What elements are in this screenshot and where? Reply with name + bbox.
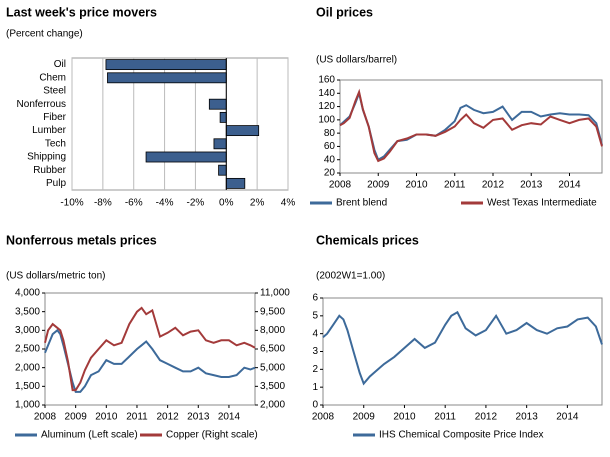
bar: [219, 111, 227, 123]
series-line: [44, 306, 256, 392]
chart-subtitle: (2002W1=1.00): [316, 271, 385, 282]
y2-tick-label: 9,500: [260, 306, 285, 317]
category-label: Rubber: [33, 165, 66, 176]
x-tick-label: 2014: [556, 412, 579, 423]
x-tick-label: 2010: [95, 412, 118, 423]
legend-label: Copper (Right scale): [166, 430, 258, 441]
plot-frame: [339, 79, 603, 174]
bar: [105, 59, 227, 71]
y-tick-label: 2,500: [15, 344, 40, 355]
x-tick-label: 2011: [444, 180, 466, 191]
x-tick-label: -8%: [94, 198, 112, 209]
legend-label: West Texas Intermediate: [487, 198, 597, 209]
y-tick-label: 140: [318, 88, 335, 99]
y-tick-label: 60: [324, 141, 336, 152]
bar: [218, 164, 227, 176]
y-tick-label: 120: [318, 101, 335, 112]
y-tick-label: 100: [318, 114, 335, 125]
y2-tick-label: 8,000: [260, 325, 285, 336]
category-label: Pulp: [46, 178, 66, 189]
y2-tick-label: 5,000: [260, 362, 285, 373]
chart-title: Oil prices: [316, 5, 373, 19]
chart-subtitle: (Percent change): [6, 29, 83, 40]
category-label: Nonferrous: [17, 99, 66, 110]
x-tick-label: 2013: [516, 412, 539, 423]
y-tick-label: 0: [312, 400, 318, 411]
category-label: Lumber: [32, 125, 67, 136]
y-tick-label: 1,000: [15, 400, 40, 411]
bar: [225, 125, 260, 137]
y-tick-label: 3,000: [15, 325, 40, 336]
legend-label: Brent blend: [336, 198, 387, 209]
x-tick-label: 2011: [434, 412, 456, 423]
x-tick-label: 2011: [126, 412, 148, 423]
chart-subtitle: (US dollars/metric ton): [6, 271, 105, 282]
y2-tick-label: 2,000: [260, 400, 285, 411]
category-label: Shipping: [27, 152, 66, 163]
y-tick-label: 5: [312, 310, 318, 321]
bar: [213, 138, 227, 150]
x-tick-label: 2012: [475, 412, 498, 423]
y-tick-label: 1,500: [15, 381, 40, 392]
x-tick-label: 2014: [558, 180, 581, 191]
x-tick-label: 0%: [219, 198, 234, 209]
x-tick-label: -2%: [187, 198, 205, 209]
plot-frame: [322, 297, 603, 406]
category-label: Tech: [45, 138, 66, 149]
bar: [225, 177, 246, 189]
x-tick-label: 2014: [218, 412, 241, 423]
y2-tick-label: 6,500: [260, 344, 285, 355]
y-tick-label: 6: [312, 293, 318, 304]
x-tick-label: 2009: [367, 180, 390, 191]
y2-tick-label: 3,500: [260, 381, 285, 392]
series-line: [322, 310, 603, 386]
y-tick-label: 160: [318, 75, 335, 86]
legend-label: Aluminum (Left scale): [41, 430, 138, 441]
x-tick-label: 4%: [281, 198, 296, 209]
x-tick-label: 2013: [187, 412, 210, 423]
chart-title: Chemicals prices: [316, 233, 419, 247]
category-label: Oil: [54, 59, 66, 70]
x-tick-label: 2010: [405, 180, 428, 191]
y-tick-label: 2,000: [15, 362, 40, 373]
x-tick-label: 2012: [482, 180, 505, 191]
bar: [208, 98, 227, 110]
category-label: Fiber: [43, 112, 66, 123]
category-label: Chem: [39, 72, 66, 83]
x-tick-label: 2008: [34, 412, 57, 423]
y-tick-label: 1: [312, 382, 318, 393]
category-label: Steel: [43, 86, 66, 97]
y-tick-label: 80: [324, 128, 336, 139]
y-tick-label: 3,500: [15, 306, 40, 317]
x-tick-label: -10%: [60, 198, 83, 209]
chart-title: Nonferrous metals prices: [6, 233, 157, 247]
x-tick-label: 2010: [393, 412, 416, 423]
x-tick-label: -6%: [125, 198, 143, 209]
x-tick-label: 2008: [312, 412, 335, 423]
y-tick-label: 2: [312, 364, 318, 375]
y-tick-label: 3: [312, 346, 318, 357]
series-line: [339, 89, 603, 162]
y-tick-label: 40: [324, 154, 336, 165]
chart-title: Last week's price movers: [6, 5, 157, 19]
y2-tick-label: 11,000: [260, 288, 290, 299]
bar: [145, 151, 227, 163]
x-tick-label: 2009: [353, 412, 376, 423]
x-tick-label: 2012: [157, 412, 180, 423]
x-tick-label: 2008: [329, 180, 352, 191]
series-line: [339, 88, 603, 163]
y-tick-label: 4,000: [15, 288, 40, 299]
x-tick-label: -4%: [156, 198, 174, 209]
bar: [107, 72, 227, 84]
x-tick-label: 2013: [520, 180, 543, 191]
y-tick-label: 20: [324, 168, 336, 179]
legend-label: IHS Chemical Composite Price Index: [379, 430, 544, 441]
y-tick-label: 4: [312, 328, 318, 339]
x-tick-label: 2009: [65, 412, 88, 423]
chart-subtitle: (US dollars/barrel): [316, 55, 397, 66]
x-tick-label: 2%: [250, 198, 265, 209]
